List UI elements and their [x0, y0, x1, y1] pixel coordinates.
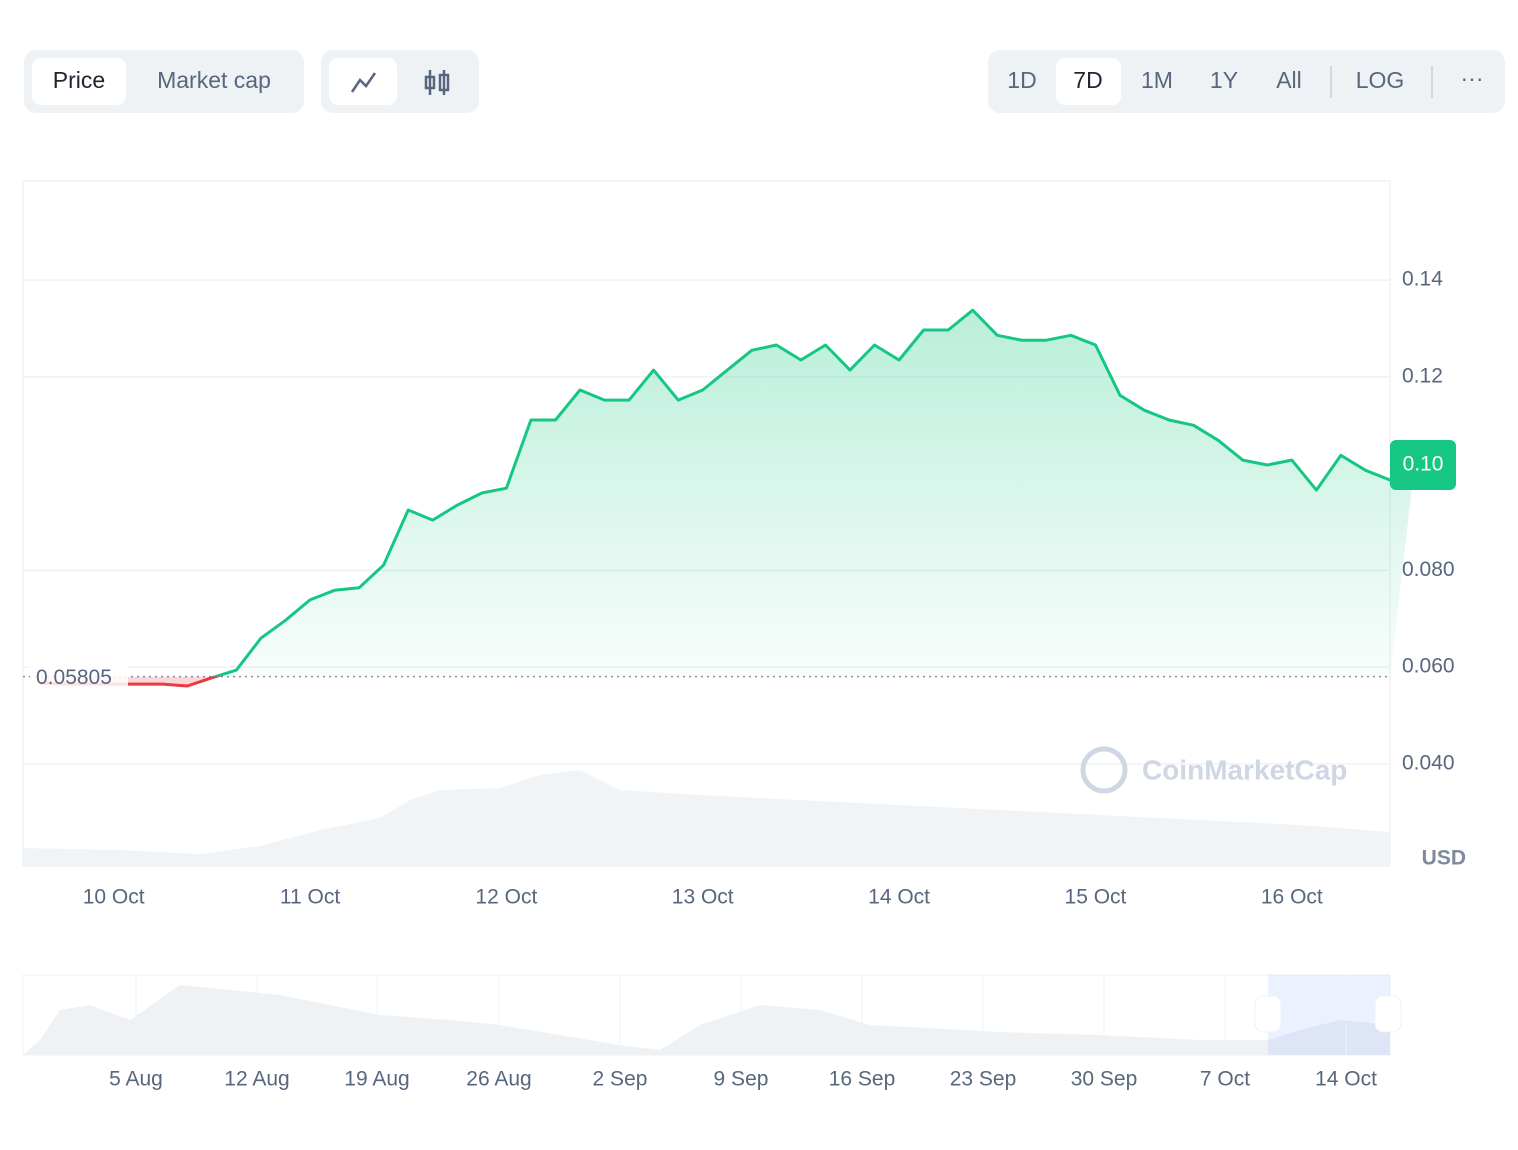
navigator-label: 9 Sep — [714, 1068, 769, 1091]
navigator-handle[interactable] — [1374, 995, 1402, 1033]
navigator-selection[interactable] — [1268, 975, 1390, 1055]
y-tick-label: 0.12 — [1402, 364, 1443, 387]
more-button[interactable]: ··· — [1461, 65, 1484, 91]
watermark: CoinMarketCap — [1142, 754, 1347, 785]
x-tick-label: 13 Oct — [672, 886, 734, 909]
navigator-label: 16 Sep — [829, 1068, 896, 1091]
x-tick-label: 15 Oct — [1065, 886, 1127, 909]
navigator-label: 30 Sep — [1071, 1068, 1138, 1091]
y-tick-label: 0.080 — [1402, 558, 1455, 581]
range-button[interactable]: 7D — [1073, 67, 1102, 93]
y-tick-label: 0.060 — [1402, 655, 1455, 678]
y-unit: USD — [1422, 847, 1466, 870]
price-area — [40, 310, 1415, 677]
watermark-logo — [1080, 746, 1128, 794]
navigator-label: 12 Aug — [224, 1068, 289, 1091]
range-button[interactable]: 1Y — [1210, 67, 1238, 93]
current-price-label: 0.10 — [1403, 453, 1444, 476]
x-tick-label: 10 Oct — [83, 886, 145, 909]
tab-active[interactable] — [32, 58, 126, 105]
navigator-label: 23 Sep — [950, 1068, 1017, 1091]
navigator-label: 26 Aug — [466, 1068, 531, 1091]
tab-market-cap[interactable]: Market cap — [157, 67, 271, 93]
volume-area — [23, 770, 1390, 866]
navigator-label: 7 Oct — [1200, 1068, 1250, 1091]
tab-price[interactable]: Price — [53, 67, 105, 93]
range-button[interactable]: 1M — [1141, 67, 1173, 93]
x-tick-label: 14 Oct — [868, 886, 930, 909]
range-button[interactable]: All — [1276, 67, 1302, 93]
x-tick-label: 12 Oct — [475, 886, 537, 909]
baseline-label-bg — [30, 662, 128, 691]
x-tick-label: 16 Oct — [1261, 886, 1323, 909]
y-tick-label: 0.040 — [1402, 751, 1455, 774]
price-line — [39, 308, 1416, 688]
navigator-label: 5 Aug — [109, 1068, 163, 1091]
current-price-badge — [1390, 439, 1456, 490]
line-icon — [350, 72, 377, 93]
baseline-label: 0.05805 — [36, 666, 112, 689]
log-button[interactable]: LOG — [1356, 67, 1405, 93]
range-active[interactable] — [1056, 58, 1121, 105]
navigator-label: 2 Sep — [593, 1068, 648, 1091]
candle-icon[interactable] — [424, 70, 450, 95]
navigator-area — [23, 985, 1390, 1055]
range-button[interactable]: 1D — [1007, 67, 1036, 93]
navigator-label: 19 Aug — [344, 1068, 409, 1091]
navigator-handle[interactable] — [1254, 995, 1282, 1033]
navigator-label: 14 Oct — [1315, 1068, 1377, 1091]
x-tick-label: 11 Oct — [280, 886, 340, 909]
y-tick-label: 0.14 — [1402, 268, 1443, 291]
